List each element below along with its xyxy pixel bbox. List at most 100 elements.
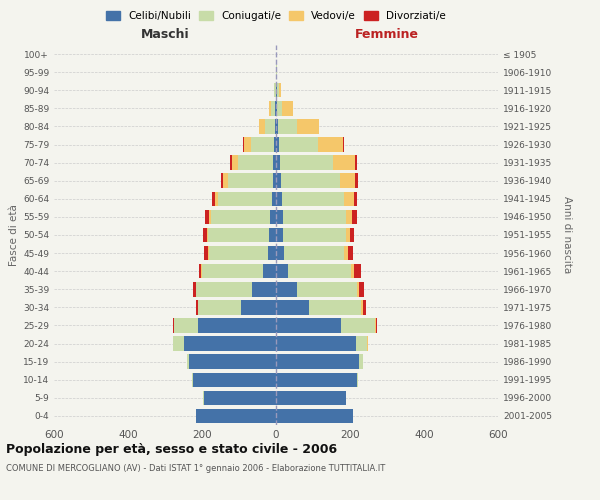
Bar [352, 264, 354, 278]
Bar [271, 101, 275, 116]
Bar [191, 372, 193, 387]
Bar [207, 228, 208, 242]
Bar [196, 300, 198, 314]
Bar [269, 228, 276, 242]
Bar [218, 192, 272, 206]
Bar [173, 318, 174, 332]
Bar [283, 210, 346, 224]
Bar [277, 83, 278, 98]
Bar [297, 119, 319, 134]
Bar [355, 156, 356, 170]
Bar [343, 138, 344, 152]
Bar [204, 246, 208, 260]
Text: Femmine: Femmine [355, 28, 419, 42]
Bar [199, 264, 201, 278]
Bar [276, 390, 346, 405]
Bar [241, 300, 276, 314]
Bar [348, 246, 353, 260]
Bar [276, 246, 284, 260]
Bar [243, 138, 244, 152]
Legend: Celibi/Nubili, Coniugati/e, Vedovi/e, Divorziati/e: Celibi/Nubili, Coniugati/e, Vedovi/e, Di… [102, 6, 450, 25]
Bar [228, 174, 272, 188]
Y-axis label: Anni di nascita: Anni di nascita [562, 196, 572, 274]
Text: Maschi: Maschi [140, 28, 190, 42]
Bar [269, 101, 271, 116]
Bar [193, 282, 196, 296]
Bar [251, 138, 274, 152]
Bar [272, 192, 276, 206]
Bar [375, 318, 376, 332]
Bar [274, 83, 275, 98]
Bar [252, 282, 276, 296]
Bar [244, 138, 251, 152]
Bar [238, 156, 274, 170]
Bar [259, 119, 265, 134]
Text: COMUNE DI MERCOGLIANO (AV) - Dati ISTAT 1° gennaio 2006 - Elaborazione TUTTITALI: COMUNE DI MERCOGLIANO (AV) - Dati ISTAT … [6, 464, 385, 473]
Bar [355, 174, 358, 188]
Bar [275, 101, 276, 116]
Bar [276, 192, 281, 206]
Bar [278, 119, 297, 134]
Bar [199, 300, 241, 314]
Bar [350, 228, 355, 242]
Y-axis label: Fasce di età: Fasce di età [9, 204, 19, 266]
Bar [184, 336, 276, 351]
Bar [173, 336, 184, 351]
Bar [340, 174, 355, 188]
Bar [281, 192, 344, 206]
Bar [341, 318, 375, 332]
Bar [284, 246, 344, 260]
Bar [193, 372, 276, 387]
Bar [276, 408, 353, 423]
Bar [358, 282, 359, 296]
Bar [196, 282, 252, 296]
Bar [203, 228, 207, 242]
Bar [276, 210, 283, 224]
Bar [276, 354, 359, 369]
Bar [276, 83, 277, 98]
Bar [346, 228, 350, 242]
Bar [344, 192, 354, 206]
Bar [209, 210, 211, 224]
Bar [276, 318, 341, 332]
Bar [334, 156, 355, 170]
Bar [230, 156, 232, 170]
Bar [189, 354, 276, 369]
Bar [276, 336, 356, 351]
Bar [202, 264, 263, 278]
Bar [288, 264, 352, 278]
Bar [361, 300, 363, 314]
Bar [298, 282, 358, 296]
Bar [376, 318, 377, 332]
Bar [280, 156, 334, 170]
Bar [359, 282, 364, 296]
Bar [283, 228, 346, 242]
Bar [344, 246, 348, 260]
Bar [276, 372, 356, 387]
Bar [272, 174, 276, 188]
Bar [196, 408, 276, 423]
Bar [359, 354, 362, 369]
Bar [354, 192, 358, 206]
Bar [209, 246, 268, 260]
Bar [352, 210, 358, 224]
Bar [211, 210, 271, 224]
Bar [263, 264, 276, 278]
Bar [276, 101, 277, 116]
Bar [275, 119, 276, 134]
Bar [221, 174, 223, 188]
Bar [276, 138, 279, 152]
Bar [215, 192, 218, 206]
Bar [232, 156, 238, 170]
Bar [276, 282, 298, 296]
Bar [274, 156, 276, 170]
Bar [265, 119, 275, 134]
Bar [278, 83, 281, 98]
Bar [356, 336, 367, 351]
Bar [308, 300, 361, 314]
Bar [279, 138, 318, 152]
Bar [346, 210, 352, 224]
Bar [274, 138, 276, 152]
Bar [205, 210, 209, 224]
Bar [212, 192, 215, 206]
